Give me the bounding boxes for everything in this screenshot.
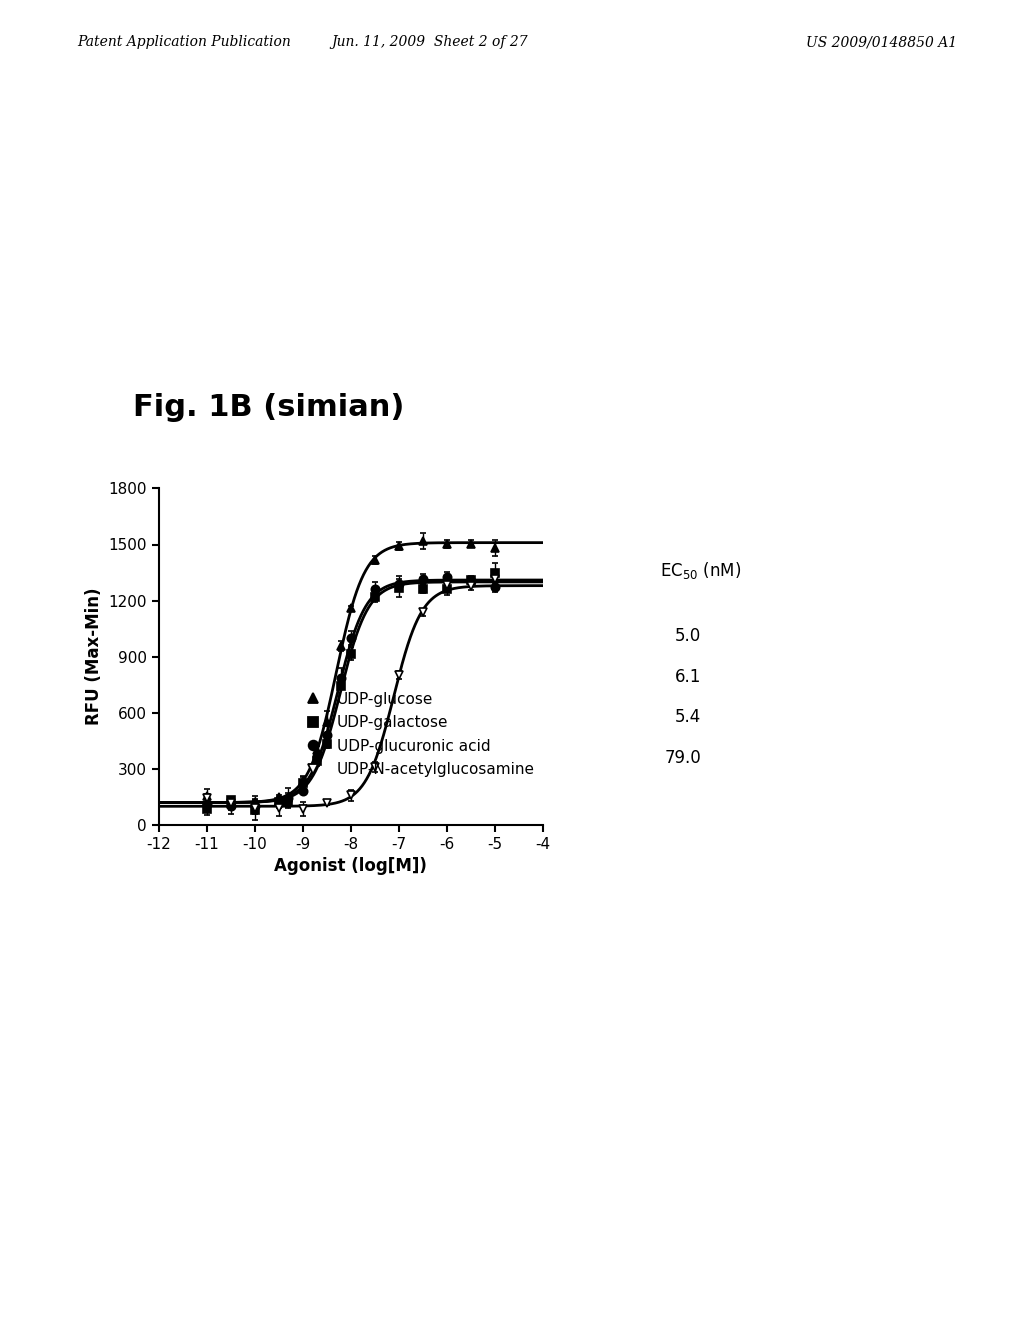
Text: Jun. 11, 2009  Sheet 2 of 27: Jun. 11, 2009 Sheet 2 of 27 <box>332 36 528 49</box>
Text: 79.0: 79.0 <box>665 748 701 767</box>
X-axis label: Agonist (log[M]): Agonist (log[M]) <box>274 858 427 875</box>
Text: 5.4: 5.4 <box>675 708 701 726</box>
Text: Fig. 1B (simian): Fig. 1B (simian) <box>133 393 404 422</box>
Y-axis label: RFU (Max-Min): RFU (Max-Min) <box>85 587 102 726</box>
Text: EC$_{50}$ (nM): EC$_{50}$ (nM) <box>660 560 741 581</box>
Text: 5.0: 5.0 <box>675 627 701 645</box>
Legend: UDP-glucose, UDP-galactose, UDP-glucuronic acid, UDP-N-acetylglucosamine: UDP-glucose, UDP-galactose, UDP-glucuron… <box>297 692 536 777</box>
Text: US 2009/0148850 A1: US 2009/0148850 A1 <box>806 36 957 49</box>
Text: 6.1: 6.1 <box>675 668 701 686</box>
Text: Patent Application Publication: Patent Application Publication <box>77 36 291 49</box>
